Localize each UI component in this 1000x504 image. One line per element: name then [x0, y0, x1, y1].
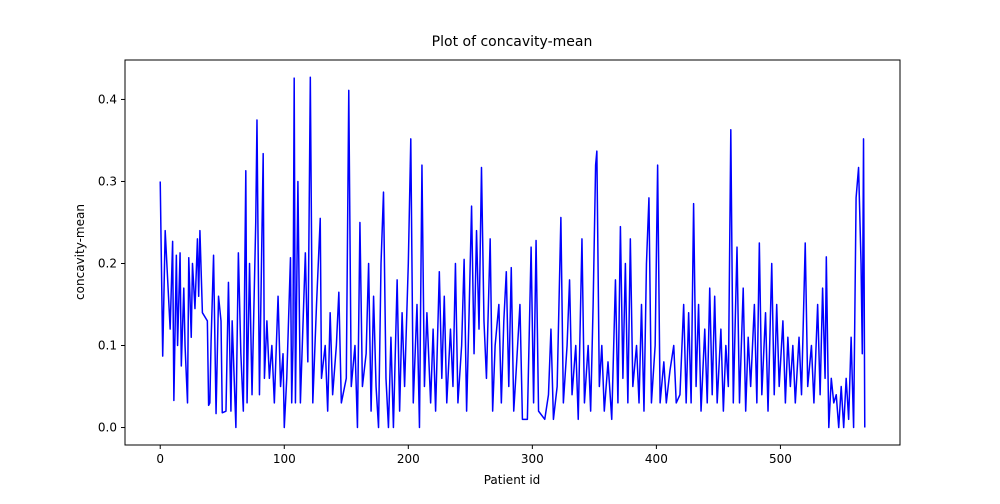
y-axis-label: concavity-mean	[73, 204, 87, 300]
plot-frame	[124, 59, 901, 446]
x-tick-label: 0	[156, 452, 164, 466]
x-tick-label: 200	[397, 452, 420, 466]
x-tick-label: 100	[273, 452, 296, 466]
chart-title: Plot of concavity-mean	[432, 34, 593, 50]
data-line	[159, 76, 866, 429]
y-tick-label: 0.2	[98, 256, 117, 270]
y-tick-label: 0.1	[98, 339, 117, 353]
x-tick-label: 300	[521, 452, 544, 466]
y-tick-label: 0.0	[98, 421, 117, 435]
x-axis-label: Patient id	[484, 473, 541, 487]
y-tick-label: 0.3	[98, 174, 117, 188]
x-tick-label: 500	[769, 452, 792, 466]
x-tick-label: 400	[645, 452, 668, 466]
y-tick-label: 0.4	[98, 92, 117, 106]
